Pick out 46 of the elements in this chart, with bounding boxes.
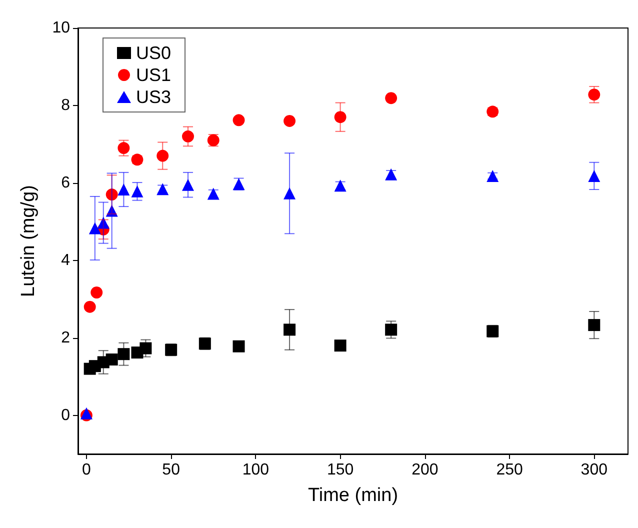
y-tick-label: 4: [61, 252, 70, 269]
point: [106, 204, 118, 217]
point: [588, 88, 600, 101]
point: [131, 185, 144, 198]
point: [90, 286, 103, 299]
y-tick-label: 10: [52, 20, 70, 36]
point: [182, 178, 194, 191]
x-tick-label: 0: [82, 462, 92, 478]
y-axis-title: Lutein (mg/g): [18, 185, 39, 297]
point: [118, 348, 130, 360]
point: [284, 324, 296, 336]
point: [284, 114, 296, 127]
x-axis-title: Time (min): [308, 485, 398, 506]
point: [118, 183, 130, 196]
point: [88, 222, 101, 234]
x-tick-label: 200: [412, 462, 438, 478]
y-tick-label: 0: [61, 406, 70, 424]
point: [334, 111, 346, 124]
point: [140, 342, 152, 354]
y-tick-label: 8: [61, 96, 70, 114]
point: [232, 340, 245, 352]
point: [588, 170, 600, 182]
point: [106, 188, 118, 201]
point: [182, 130, 194, 142]
x-tick-label: 300: [580, 462, 608, 478]
point: [588, 319, 600, 332]
y-tick-label: 6: [61, 174, 70, 192]
x-tick-label: 250: [496, 462, 523, 478]
point: [284, 187, 296, 200]
x-tick-label: 100: [242, 462, 270, 478]
point: [486, 170, 499, 182]
point: [97, 216, 110, 229]
point: [385, 92, 398, 104]
y-tick-label: 2: [61, 329, 70, 346]
point: [156, 150, 169, 162]
point: [106, 354, 118, 366]
point: [232, 114, 245, 126]
legend-label: US3: [136, 87, 172, 107]
point: [84, 300, 96, 313]
x-tick-label: 50: [162, 462, 180, 478]
legend-label: US1: [136, 65, 172, 85]
x-tick-label: 150: [326, 462, 354, 478]
legend-label: US0: [136, 43, 172, 63]
point: [334, 340, 346, 352]
point: [118, 142, 130, 154]
point: [385, 324, 398, 336]
